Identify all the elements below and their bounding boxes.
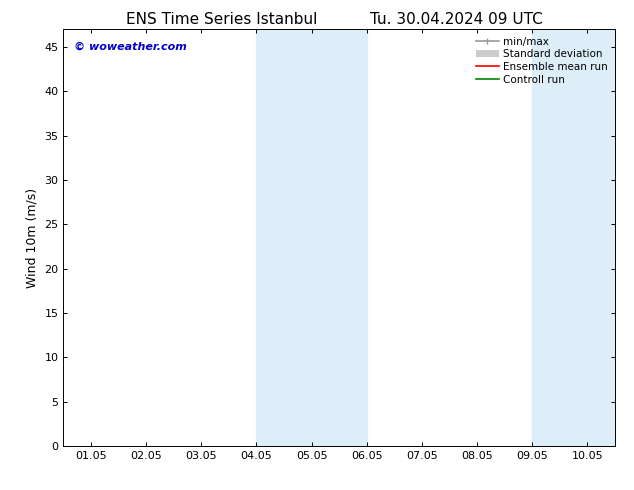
Text: Tu. 30.04.2024 09 UTC: Tu. 30.04.2024 09 UTC: [370, 12, 543, 27]
Text: ENS Time Series Istanbul: ENS Time Series Istanbul: [126, 12, 318, 27]
Bar: [256, 29, 367, 446]
Y-axis label: Wind 10m (m/s): Wind 10m (m/s): [26, 188, 39, 288]
Text: © woweather.com: © woweather.com: [74, 42, 187, 52]
Bar: [533, 29, 615, 446]
Legend: min/max, Standard deviation, Ensemble mean run, Controll run: min/max, Standard deviation, Ensemble me…: [474, 35, 610, 87]
